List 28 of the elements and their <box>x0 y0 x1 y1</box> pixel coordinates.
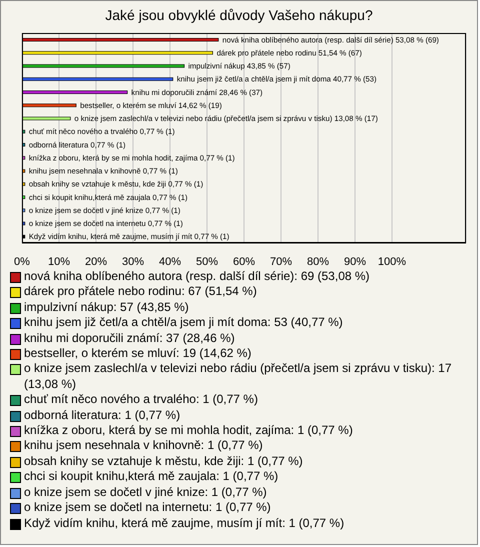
chart-title: Jaké jsou obvyklé důvody Vašeho nákupu? <box>104 7 374 23</box>
text: chuť mít něco nového a trvalého: 1 (0,77 %) <box>24 392 258 408</box>
text: Když vidím knihu, která mě zaujme, musím jí mít: 1 (0,77 %) <box>24 516 344 531</box>
text: o knize jsem zaslechl/a v televizi nebo rádiu (přečetl/a jsem si zprávu v tisku): 17 (13,08 %) <box>24 361 453 392</box>
x-tick-label: 0% <box>14 256 30 268</box>
x-tick-label: 10% <box>48 256 70 268</box>
text: knihu mi doporučili známí: 37 (28,46 %) <box>24 330 235 346</box>
text: bestseller, o kterém se mluví: 19 (14,62 %) <box>24 346 252 362</box>
text: knihu jsem již četl/a a chtěl/a jsem ji mít doma: 53 (40,77 %) <box>24 315 343 331</box>
text: o knize jsem se dočetl v jiné knize: 1 (0,77 %) <box>24 484 267 500</box>
text: knihu jsem nesehnala v knihovně: 1 (0,77 %) <box>24 438 263 454</box>
x-tick-label: 80% <box>306 256 330 268</box>
x-tick-label: 20% <box>84 256 108 268</box>
x-tick-label: 70% <box>270 256 292 268</box>
text: knížka z oboru, která by se mi mohla hodit, zajíma: 1 (0,77 %) <box>24 423 353 438</box>
x-tick-label: 100% <box>378 256 406 268</box>
text: dárek pro přátele nebo rodinu: 67 (51,54 %) <box>24 284 257 300</box>
x-tick-label: 90% <box>344 256 366 268</box>
x-tick-label: 30% <box>122 256 144 268</box>
text: impulzivní nákup: 57 (43,85 %) <box>24 300 189 316</box>
x-tick-label: 50% <box>196 256 218 268</box>
x-tick-label: 60% <box>232 256 256 268</box>
x-tick-label: 40% <box>158 256 182 268</box>
text: nová kniha oblíbeného autora (resp. další díl série): 69 (53,08 %) <box>24 269 370 284</box>
text: o knize jsem se dočetl na internetu: 1 (0,77 %) <box>24 500 271 516</box>
text: chci si koupit knihu,která mě zaujala: 1 (0,77 %) <box>24 469 278 485</box>
text: obsah knihy se vztahuje k městu, kde žiji: 1 (0,77 %) <box>24 454 303 470</box>
text: odborná literatura: 1 (0,77 %) <box>24 408 180 424</box>
